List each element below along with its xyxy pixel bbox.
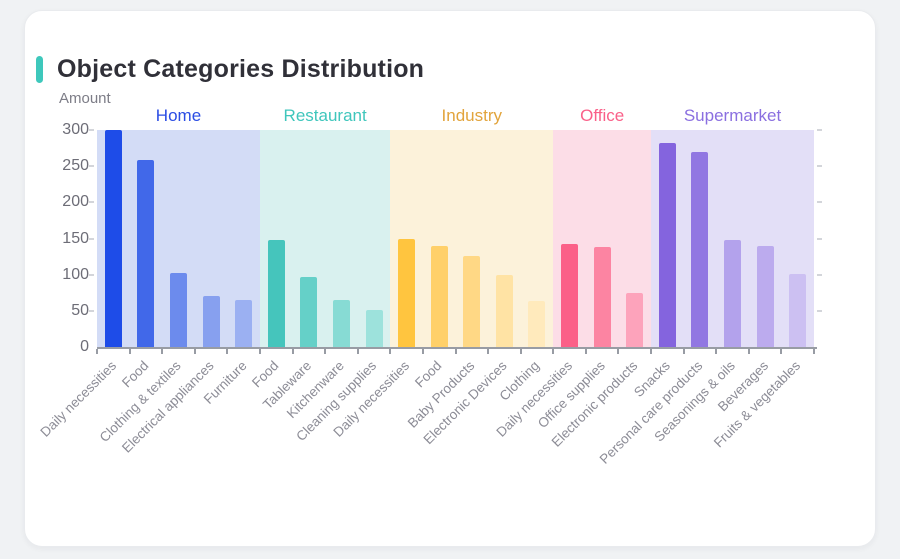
bar-restaurant-kitchenware[interactable] (332, 299, 350, 347)
chart-card: Object Categories Distribution Amount 0 5… (24, 10, 876, 547)
y-axis-title: Amount (59, 90, 111, 107)
group-label-restaurant: Restaurant (283, 106, 367, 125)
bar-office-office-supplies[interactable] (593, 247, 611, 347)
y-tick-label: 50 (71, 301, 89, 319)
y-axis-tick (817, 237, 822, 240)
bar-home-food[interactable] (137, 160, 155, 347)
x-axis-labels: Daily necessities Food Clothing & textiles… (37, 358, 814, 518)
x-axis-tick (421, 349, 424, 354)
bar-office-electronic-products[interactable] (626, 293, 644, 347)
bar-office-daily-necessities[interactable] (561, 244, 579, 347)
bar-industry-electronic-devices[interactable] (495, 274, 513, 347)
bar-supermarket-seasonings-oils[interactable] (724, 239, 742, 347)
x-axis-tick (356, 349, 359, 354)
bar-industry-food[interactable] (430, 246, 448, 347)
x-axis-tick (226, 349, 229, 354)
bar-restaurant-food[interactable] (267, 239, 285, 347)
bar-restaurant-cleaning-supplies[interactable] (365, 310, 383, 347)
y-axis-tick (817, 165, 822, 168)
bar-restaurant-tableware[interactable] (300, 276, 318, 347)
y-axis-tick (89, 273, 94, 276)
y-axis-tick (817, 309, 822, 312)
x-axis-tick (324, 349, 327, 354)
title-row: Object Categories Distribution (36, 55, 424, 84)
x-axis-tick (454, 349, 457, 354)
x-axis-tick (487, 349, 490, 354)
x-axis-tick (747, 349, 750, 354)
x-axis-tick (552, 349, 555, 354)
y-tick-label: 250 (62, 157, 89, 175)
chart-title: Object Categories Distribution (57, 55, 425, 83)
y-axis-tick (817, 129, 822, 131)
y-tick-label: 200 (62, 193, 89, 211)
y-axis-tick (89, 201, 94, 204)
group-label-supermarket: Supermarket (683, 106, 782, 125)
bar-home-furniture[interactable] (235, 299, 253, 347)
bar-supermarket-snacks[interactable] (658, 143, 676, 347)
y-axis-tick-labels: 0 50 100 150 200 250 300 (25, 11, 89, 546)
y-axis-tick (89, 129, 94, 131)
x-axis-tick (96, 349, 98, 354)
x-axis-tick (650, 349, 653, 354)
y-axis-tick (817, 273, 822, 276)
y-axis-tick (817, 201, 822, 204)
group-label-office: Office (580, 106, 625, 125)
x-axis-tick (780, 349, 783, 354)
bar-home-clothing-textiles[interactable] (169, 272, 187, 347)
x-axis-tick (715, 349, 718, 354)
plot-area (97, 130, 814, 347)
y-tick-label: 150 (62, 229, 89, 247)
y-tick-label: 100 (62, 265, 89, 283)
x-axis-tick (682, 349, 685, 354)
x-axis-tick (519, 349, 522, 354)
x-axis-line (96, 347, 817, 355)
bar-industry-daily-necessities[interactable] (398, 238, 416, 347)
bar-industry-clothing[interactable] (528, 301, 546, 347)
bar-home-electrical-appliances[interactable] (202, 296, 220, 347)
x-axis-tick (584, 349, 587, 354)
x-axis-tick (161, 349, 164, 354)
y-axis-tick (89, 237, 94, 240)
x-axis-tick (389, 349, 392, 354)
y-axis-tick (89, 309, 94, 312)
x-axis-tick (813, 349, 815, 354)
y-tick-label: 300 (62, 121, 89, 138)
x-axis-tick (617, 349, 620, 354)
group-label-industry: Industry (441, 106, 503, 125)
bar-industry-baby-products[interactable] (463, 255, 481, 347)
bar-supermarket-fruits-vegetables[interactable] (789, 273, 807, 347)
bar-home-daily-necessities[interactable] (104, 130, 122, 347)
x-axis-tick (128, 349, 131, 354)
x-axis-tick (291, 349, 294, 354)
bar-supermarket-personal-care-products[interactable] (691, 152, 709, 347)
x-axis-tick (193, 349, 196, 354)
y-axis-tick (89, 165, 94, 168)
bar-supermarket-beverages[interactable] (756, 245, 774, 347)
x-axis-tick (258, 349, 261, 354)
group-label-home: Home (155, 106, 202, 125)
y-tick-label: 0 (80, 338, 89, 355)
title-accent-bar (36, 56, 43, 83)
